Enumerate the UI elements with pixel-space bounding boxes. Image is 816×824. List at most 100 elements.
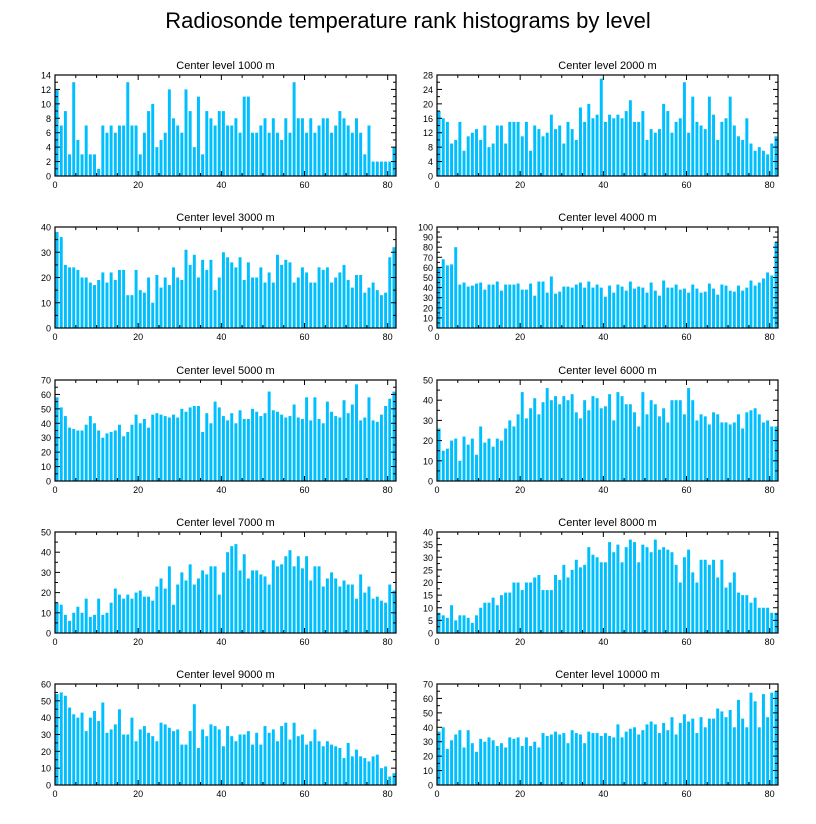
y-tick-label: 0 [428, 172, 433, 182]
histogram-bar [101, 125, 105, 176]
histogram-bar [342, 264, 346, 328]
histogram-bar [172, 604, 175, 633]
histogram-bar [603, 562, 607, 633]
histogram-bar [180, 280, 184, 328]
histogram-bar [766, 154, 770, 176]
histogram-bar [682, 82, 686, 176]
histogram-bar [134, 269, 138, 328]
histogram-bar [192, 584, 196, 633]
x-tick-label: 60 [682, 485, 692, 495]
histogram-bar [504, 428, 508, 481]
x-tick-label: 20 [133, 485, 143, 495]
histogram-bar [180, 744, 184, 785]
histogram-bar [138, 423, 142, 481]
histogram-bar [55, 232, 59, 328]
histogram-bar [259, 744, 263, 785]
x-tick-label: 60 [300, 485, 310, 495]
histogram-bar [716, 294, 720, 328]
histogram-bar [59, 604, 63, 633]
rank-histogram-panel: Center level 10000 m 0 10 20 30 40 50 60 70 0 20 40… [423, 669, 779, 799]
y-tick-label: 0 [428, 324, 433, 334]
histogram-bar [491, 597, 495, 633]
histogram-bar [155, 147, 159, 176]
histogram-bar [221, 572, 225, 633]
histogram-bar [84, 731, 88, 785]
histogram-bar [63, 264, 67, 328]
histogram-bar [466, 617, 470, 633]
histogram-bar [558, 734, 562, 785]
histogram-bar [76, 269, 80, 328]
histogram-bar [558, 579, 562, 633]
histogram-bar [350, 287, 354, 328]
histogram-bar [309, 282, 313, 328]
histogram-bar [724, 422, 728, 481]
histogram-bar [355, 598, 358, 633]
histogram-bar [737, 414, 740, 481]
histogram-bar [495, 438, 499, 481]
histogram-bar [117, 125, 121, 176]
histogram-bar [716, 414, 720, 481]
histogram-bar [72, 612, 76, 633]
histogram-bar [691, 96, 695, 176]
histogram-bar [97, 168, 101, 176]
x-tick-label: 40 [216, 180, 226, 190]
histogram-bar [300, 734, 304, 785]
histogram-bar [113, 724, 117, 785]
histogram-bar [267, 732, 271, 785]
histogram-bar [271, 410, 275, 481]
histogram-bar [645, 547, 649, 633]
panel-title: Center level 4000 m [558, 212, 656, 224]
histogram-bar [508, 592, 512, 633]
histogram-bar [574, 284, 578, 328]
histogram-bar [545, 132, 549, 176]
histogram-bar [59, 692, 63, 785]
panel-title: Center level 1000 m [176, 60, 274, 72]
histogram-bar [620, 396, 624, 481]
histogram-bar [670, 717, 674, 785]
histogram-bar [305, 272, 309, 328]
histogram-bar [766, 607, 770, 633]
histogram-bar [512, 738, 516, 785]
histogram-bar [678, 118, 682, 176]
histogram-bar [234, 741, 238, 785]
histogram-bar [226, 257, 230, 328]
histogram-bar [151, 600, 155, 633]
histogram-bar [192, 254, 196, 328]
histogram-bar [633, 288, 637, 328]
histogram-bar [466, 286, 470, 328]
histogram-bar [595, 114, 599, 176]
x-tick-label: 40 [216, 332, 226, 342]
histogram-bar [753, 285, 757, 328]
histogram-bar [666, 422, 670, 481]
histogram-bar [712, 559, 716, 633]
y-tick-label: 80 [423, 243, 433, 253]
x-tick-label: 80 [765, 789, 775, 799]
histogram-bar [238, 132, 242, 176]
histogram-bar [761, 422, 765, 481]
histogram-bar [109, 602, 113, 633]
histogram-bar [342, 400, 346, 481]
histogram-bar [595, 284, 599, 328]
histogram-bar [450, 264, 454, 328]
histogram-bar [367, 586, 371, 633]
x-tick-label: 60 [300, 789, 310, 799]
histogram-bar [205, 269, 209, 328]
histogram-bar [524, 582, 528, 633]
histogram-bar [134, 741, 138, 785]
y-tick-label: 24 [423, 85, 433, 95]
histogram-bar [612, 552, 616, 633]
histogram-bar [192, 704, 196, 785]
y-tick-label: 10 [423, 603, 433, 613]
histogram-bar [757, 727, 761, 785]
histogram-bar [541, 590, 545, 633]
histogram-bar [441, 450, 445, 481]
histogram-bar [566, 577, 570, 633]
histogram-bar [558, 291, 562, 328]
histogram-bar [699, 125, 703, 176]
histogram-bar [724, 587, 728, 633]
histogram-bar [645, 292, 649, 328]
histogram-bar [350, 404, 354, 481]
histogram-bar [761, 150, 765, 176]
x-tick-label: 80 [383, 637, 393, 647]
